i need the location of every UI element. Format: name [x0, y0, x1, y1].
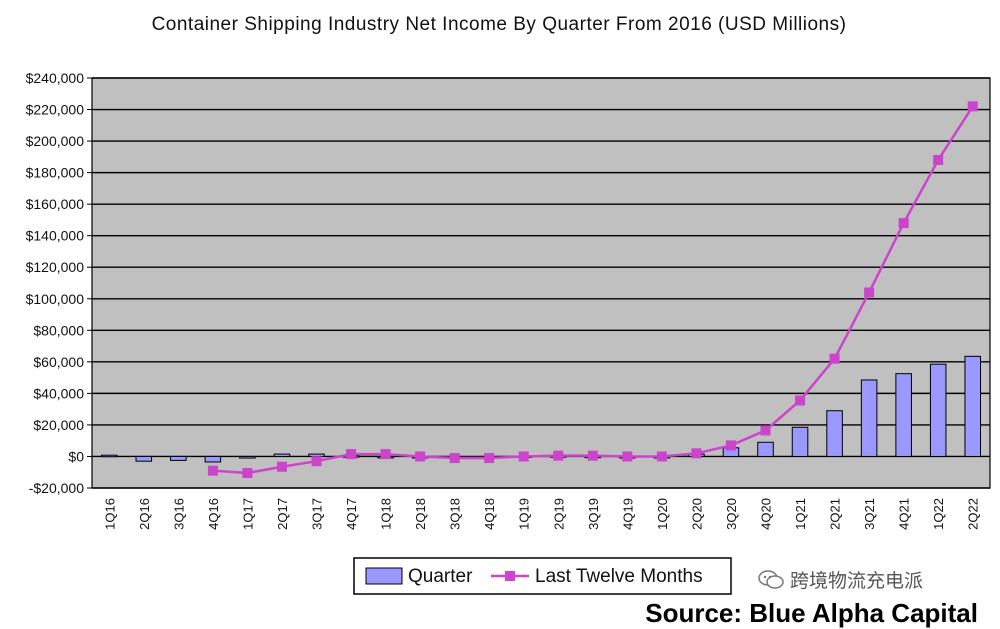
ltm-point-1Q19: [518, 451, 529, 462]
y-tick-label: $80,000: [33, 322, 84, 338]
x-tick-label: 2Q21: [828, 498, 843, 530]
ltm-point-2Q22: [967, 101, 978, 112]
y-tick-label: $100,000: [26, 291, 85, 307]
y-axis-ticks: -$20,000 $0 $20,000 $40,000 $60,000 $80,000 $1…: [26, 70, 92, 496]
ltm-point-1Q22: [933, 155, 944, 165]
x-tick-label: 1Q18: [379, 498, 394, 530]
y-tick-label: $240,000: [26, 70, 85, 86]
wechat-icon: [758, 569, 784, 589]
bar-4Q16: [204, 455, 222, 463]
bar-3Q21: [860, 379, 878, 457]
bar-2Q22: [964, 355, 982, 457]
bar-2Q17: [273, 453, 291, 457]
legend-swatch-ltm-marker: [505, 571, 515, 581]
x-tick-label: 1Q19: [517, 498, 532, 530]
legend-label-quarter: Quarter: [408, 566, 473, 587]
x-tick-label: 2Q20: [689, 498, 704, 530]
gridlines: [92, 77, 990, 489]
bar-3Q17: [308, 453, 325, 457]
legend-swatch-quarter: [365, 567, 403, 585]
x-tick-label: 1Q21: [793, 498, 808, 530]
y-tick-label: $0: [68, 448, 84, 464]
x-tick-label: 4Q18: [482, 498, 497, 530]
y-tick-label: $220,000: [26, 102, 85, 118]
ltm-point-2Q21: [829, 353, 840, 364]
y-tick-label: $120,000: [26, 259, 85, 275]
ltm-point-4Q19: [622, 451, 633, 462]
bar-3Q16: [170, 455, 187, 461]
x-tick-label: 3Q16: [171, 498, 186, 530]
x-tick-label: 4Q20: [759, 498, 774, 530]
bar-2Q16: [135, 455, 153, 462]
y-tick-label: -$20,000: [29, 480, 84, 496]
x-tick-label: 3Q21: [862, 498, 877, 530]
ltm-point-4Q18: [484, 453, 495, 464]
x-tick-label: 2Q16: [137, 498, 152, 530]
x-tick-label: 2Q17: [275, 498, 290, 530]
bar-1Q22: [929, 363, 947, 457]
watermark: 跨境物流充电派: [758, 566, 923, 593]
x-tick-label: 4Q19: [620, 498, 635, 530]
bar-1Q17: [239, 455, 256, 459]
y-tick-label: $140,000: [26, 228, 85, 244]
plot-background: [91, 77, 991, 489]
legend: Quarter Last Twelve Months: [353, 557, 732, 595]
chart-title: Container Shipping Industry Net Income B…: [152, 14, 847, 35]
ltm-point-3Q17: [311, 456, 322, 467]
x-tick-label: 2Q18: [413, 498, 428, 530]
ltm-point-1Q21: [795, 395, 806, 406]
y-tick-label: $40,000: [33, 385, 84, 401]
x-tick-label: 3Q18: [448, 498, 463, 530]
x-tick-label: 1Q22: [931, 498, 946, 530]
ltm-point-1Q17: [242, 468, 253, 479]
y-tick-label: $160,000: [26, 196, 85, 212]
y-tick-label: $60,000: [33, 354, 84, 370]
y-tick-label: $180,000: [26, 165, 85, 181]
watermark-text: 跨境物流充电派: [790, 571, 924, 592]
bar-4Q20: [757, 441, 774, 457]
bar-2Q21: [826, 410, 843, 457]
x-tick-label: 1Q16: [102, 498, 117, 530]
x-tick-label: 4Q17: [344, 498, 359, 530]
ltm-point-2Q20: [691, 448, 702, 459]
y-tick-label: $20,000: [33, 417, 84, 433]
line-series-last-twelve-months: [207, 101, 978, 479]
ltm-point-2Q18: [415, 451, 426, 462]
x-axis-ticks: 1Q16 2Q16 3Q16 4Q16 1Q17 2Q17 3Q17 4Q17 1Q18 2Q18…: [102, 498, 980, 530]
ltm-point-3Q18: [449, 453, 460, 464]
ltm-point-1Q20: [656, 451, 667, 462]
ltm-point-2Q17: [276, 461, 287, 472]
y-tick-label: $200,000: [26, 133, 85, 149]
x-tick-label: 3Q20: [724, 498, 739, 530]
x-tick-label: 4Q16: [206, 498, 221, 530]
ltm-point-3Q21: [864, 287, 875, 298]
ltm-point-3Q20: [725, 440, 736, 451]
ltm-point-4Q20: [760, 425, 771, 436]
ltm-point-2Q19: [553, 450, 564, 461]
x-tick-label: 1Q17: [240, 498, 255, 530]
x-tick-label: 4Q21: [897, 498, 912, 530]
legend-box: [353, 557, 732, 595]
ltm-point-1Q18: [380, 449, 391, 460]
ltm-point-3Q19: [587, 450, 598, 461]
bar-series-quarter: [100, 355, 982, 463]
legend-label-ltm: Last Twelve Months: [535, 566, 703, 587]
ltm-point-4Q16: [207, 465, 218, 476]
x-tick-label: 1Q20: [655, 498, 670, 530]
source-credit: Source: Blue Alpha Capital: [645, 598, 978, 628]
bar-1Q21: [791, 426, 809, 457]
x-tick-label: 2Q19: [551, 498, 566, 530]
bar-1Q16: [100, 454, 118, 458]
ltm-point-4Q17: [346, 449, 357, 460]
x-tick-label: 3Q17: [310, 498, 325, 530]
x-tick-label: 3Q19: [586, 498, 601, 530]
ltm-point-4Q21: [898, 218, 909, 229]
x-tick-label: 2Q22: [966, 498, 981, 530]
bar-4Q21: [895, 373, 912, 457]
